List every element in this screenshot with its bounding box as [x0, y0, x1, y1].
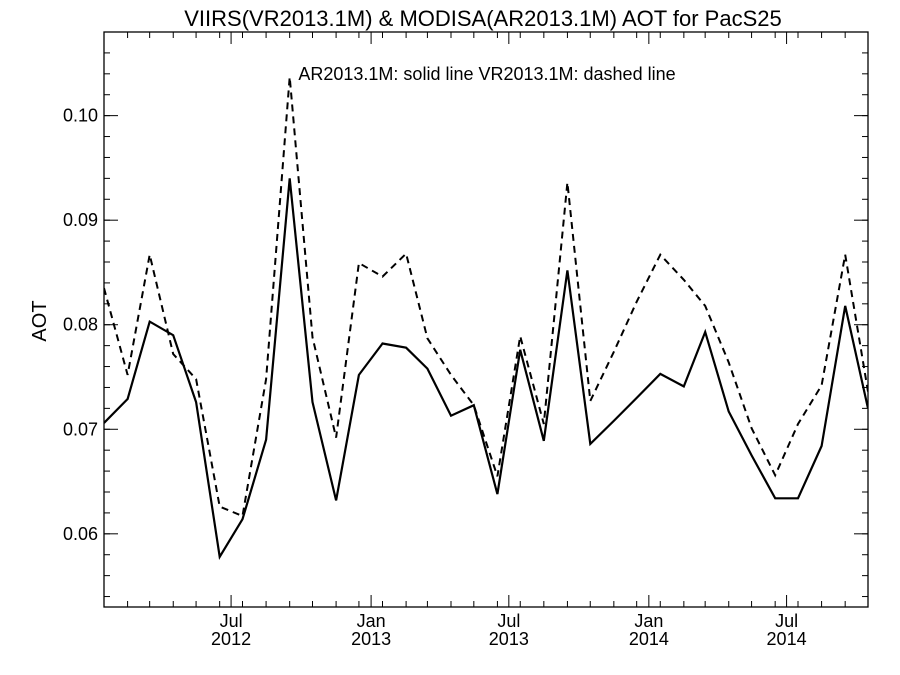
x-tick-label-year: 2013	[351, 629, 391, 649]
plot-frame	[103, 31, 869, 608]
y-tick-label: 0.07	[63, 419, 98, 439]
x-tick-label-year: 2014	[767, 629, 807, 649]
series-line-ar2013-1m	[104, 178, 868, 560]
x-tick-label-year: 2012	[211, 629, 251, 649]
x-tick-label-month: Jul	[775, 611, 798, 631]
y-tick-label: 0.06	[63, 524, 98, 544]
y-tick-label: 0.08	[63, 315, 98, 335]
x-tick-label-month: Jan	[357, 611, 386, 631]
line-style-annotation: AR2013.1M: solid line VR2013.1M: dashed …	[298, 64, 675, 84]
chart-title: VIIRS(VR2013.1M) & MODISA(AR2013.1M) AOT…	[184, 6, 781, 31]
y-tick-label: 0.09	[63, 210, 98, 230]
x-tick-label-month: Jan	[634, 611, 663, 631]
x-tick-label-year: 2014	[629, 629, 669, 649]
x-tick-label-month: Jul	[220, 611, 243, 631]
x-tick-label-month: Jul	[497, 611, 520, 631]
series-line-vr2013-1m	[104, 76, 868, 518]
y-tick-label: 0.10	[63, 106, 98, 126]
x-tick-label-year: 2013	[489, 629, 529, 649]
y-axis-label: AOT	[29, 300, 51, 341]
plot-area: Jul2012Jan2013Jul2013Jan2014Jul20140.060…	[63, 31, 869, 649]
